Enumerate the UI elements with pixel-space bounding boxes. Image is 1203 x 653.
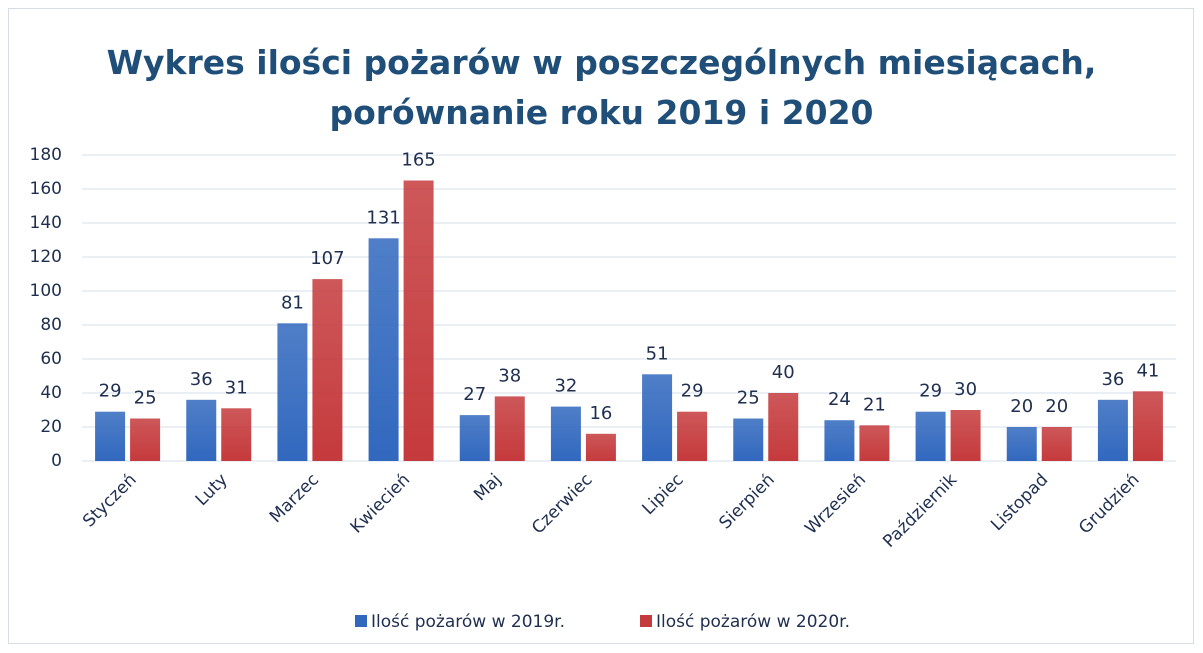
x-tick-label: Styczeń — [79, 470, 141, 532]
bar — [368, 238, 399, 461]
x-tick-label: Maj — [470, 470, 505, 505]
y-tick-label: 140 — [30, 213, 62, 233]
data-label: 41 — [1136, 360, 1159, 381]
data-label: 27 — [463, 384, 486, 405]
bar — [95, 411, 126, 461]
bar — [768, 393, 799, 461]
bar — [859, 425, 890, 461]
y-tick-label: 180 — [30, 145, 62, 165]
bar — [403, 180, 434, 461]
x-tick-label: Październik — [879, 470, 961, 552]
data-label: 36 — [1101, 369, 1124, 390]
y-tick-label: 40 — [40, 383, 62, 403]
data-label: 21 — [863, 394, 886, 415]
x-tick-label: Kwiecień — [347, 470, 415, 538]
bar — [733, 418, 764, 461]
data-label: 38 — [498, 365, 521, 386]
data-label: 40 — [772, 362, 795, 383]
data-label: 81 — [281, 292, 304, 313]
x-tick-label: Lipiec — [638, 470, 687, 519]
x-tick-label: Marzec — [266, 470, 323, 527]
legend-label: Ilość pożarów w 2019r. — [371, 612, 565, 632]
x-tick-label: Wrzesień — [801, 470, 870, 539]
y-tick-label: 0 — [51, 451, 62, 471]
bar — [1041, 427, 1072, 461]
bar — [1132, 391, 1163, 461]
bar — [459, 415, 490, 461]
bar — [1097, 399, 1128, 461]
y-tick-label: 60 — [40, 349, 62, 369]
data-label: 131 — [366, 207, 400, 228]
bar — [277, 323, 308, 461]
data-label: 30 — [954, 379, 977, 400]
chart-title: Wykres ilości pożarów w poszczególnych m… — [106, 43, 1097, 132]
x-tick-label: Czerwiec — [528, 470, 596, 538]
data-label: 51 — [646, 343, 669, 364]
data-label: 20 — [1045, 396, 1068, 417]
legend-marker — [640, 615, 652, 627]
bar — [642, 374, 673, 461]
data-label: 36 — [190, 369, 213, 390]
y-tick-label: 20 — [40, 417, 62, 437]
bar — [915, 411, 946, 461]
x-tick-label: Luty — [192, 470, 232, 510]
data-label: 32 — [554, 376, 577, 397]
y-tick-label: 100 — [30, 281, 62, 301]
y-tick-label: 120 — [30, 247, 62, 267]
legend-label: Ilość pożarów w 2020r. — [656, 612, 850, 632]
data-label: 165 — [401, 150, 435, 171]
bar — [1006, 427, 1037, 461]
data-label: 16 — [589, 403, 612, 424]
bar — [824, 420, 855, 461]
chart-frame — [8, 8, 1194, 644]
data-label: 25 — [134, 388, 157, 409]
data-label: 29 — [919, 381, 942, 402]
legend-marker — [355, 615, 367, 627]
bar — [950, 410, 981, 461]
x-tick-label: Sierpień — [715, 470, 778, 533]
bar — [130, 418, 161, 461]
bar — [585, 433, 616, 461]
x-tick-label: Grudzień — [1075, 470, 1143, 538]
y-tick-label: 160 — [30, 179, 62, 199]
bar — [677, 411, 708, 461]
bar — [221, 408, 252, 461]
data-label: 107 — [310, 248, 344, 269]
data-label: 31 — [225, 377, 248, 398]
bar — [550, 406, 581, 461]
bar — [494, 396, 525, 461]
x-tick-label: Listopad — [987, 470, 1052, 535]
data-label: 25 — [737, 388, 760, 409]
data-label: 29 — [681, 381, 704, 402]
y-tick-label: 80 — [40, 315, 62, 335]
data-label: 24 — [828, 389, 851, 410]
data-label: 29 — [99, 381, 122, 402]
data-label: 20 — [1010, 396, 1033, 417]
bar — [312, 279, 343, 461]
bar — [186, 399, 217, 461]
